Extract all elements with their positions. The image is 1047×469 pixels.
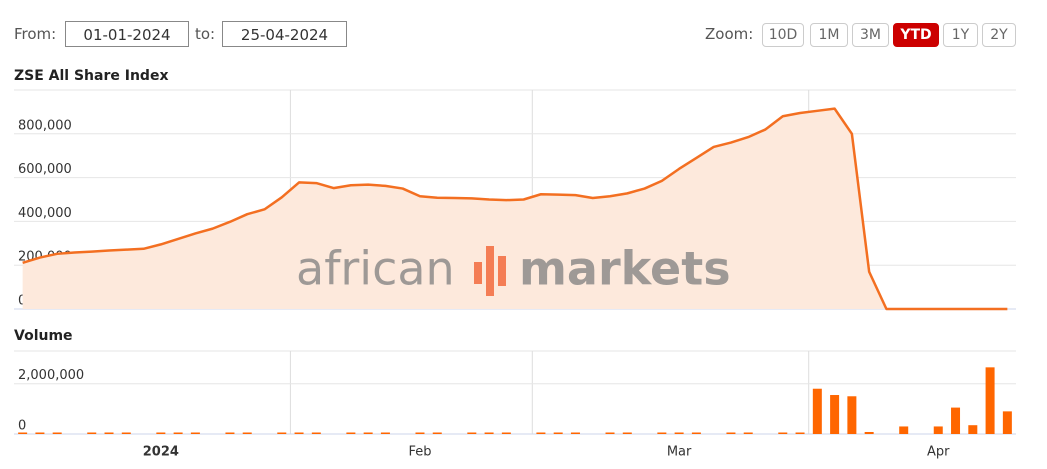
- bar: [121, 432, 131, 434]
- zoom-button[interactable]: 10D: [762, 23, 804, 47]
- y-tick-label: 0: [18, 419, 26, 434]
- x-tick-label: Feb: [408, 445, 431, 460]
- bar: [35, 432, 45, 434]
- bar: [87, 432, 97, 434]
- bar: [467, 432, 477, 434]
- y-tick-label: 800,000: [18, 118, 72, 133]
- bar: [674, 432, 684, 434]
- area-fill: [22, 108, 1008, 310]
- bar: [18, 432, 28, 434]
- bar: [363, 432, 373, 434]
- x-tick-label: Apr: [927, 445, 950, 460]
- chart-title: ZSE All Share Index: [14, 68, 168, 84]
- bar: [570, 432, 580, 434]
- bar: [968, 425, 978, 434]
- y-tick-label: 2,000,000: [18, 368, 84, 383]
- bar: [242, 432, 252, 434]
- watermark: african markets: [296, 242, 731, 296]
- bar: [311, 432, 321, 434]
- bar: [536, 432, 546, 434]
- watermark-text: markets: [519, 242, 731, 296]
- zoom-button[interactable]: 1Y: [943, 23, 978, 47]
- watermark-icon: [498, 256, 506, 286]
- bar: [622, 432, 632, 434]
- to-label: to:: [195, 25, 216, 43]
- chart-title: Volume: [14, 328, 73, 344]
- bar: [795, 432, 805, 434]
- zoom-button[interactable]: 1M: [810, 23, 848, 47]
- watermark-icon: [474, 262, 482, 284]
- x-tick-label: Mar: [667, 445, 692, 460]
- x-tick-label: 2024: [143, 445, 179, 460]
- line: [22, 107, 1008, 311]
- bar: [501, 432, 511, 434]
- bar: [657, 432, 667, 434]
- bar: [951, 407, 961, 434]
- y-tick-label: 400,000: [18, 206, 72, 221]
- bar: [553, 432, 563, 434]
- bar: [985, 367, 995, 434]
- bar: [830, 395, 840, 434]
- bar: [432, 432, 442, 434]
- bar: [225, 432, 235, 434]
- bar: [380, 432, 390, 434]
- bar: [190, 432, 200, 434]
- bar: [726, 432, 736, 434]
- bar: [52, 432, 62, 434]
- bar: [778, 432, 788, 434]
- to-input[interactable]: 25-04-2024: [222, 21, 347, 47]
- y-tick-label: 600,000: [18, 162, 72, 177]
- bar: [864, 431, 874, 434]
- watermark-text: african: [296, 242, 455, 296]
- bar: [743, 432, 753, 434]
- from-label: From:: [14, 25, 57, 43]
- zoom-button[interactable]: 3M: [852, 23, 889, 47]
- bar: [156, 432, 166, 434]
- bar: [847, 396, 857, 434]
- bar: [812, 388, 822, 434]
- bar: [415, 432, 425, 434]
- y-tick-label: 0: [18, 294, 26, 309]
- watermark-icon: [486, 246, 494, 296]
- bar: [346, 432, 356, 434]
- bar: [104, 432, 114, 434]
- bar: [484, 432, 494, 434]
- zoom-button[interactable]: YTD: [893, 23, 939, 47]
- from-input[interactable]: 01-01-2024: [65, 21, 189, 47]
- zoom-button[interactable]: 2Y: [982, 23, 1016, 47]
- bar: [294, 432, 304, 434]
- bar: [605, 432, 615, 434]
- bar: [933, 426, 943, 434]
- zoom-label: Zoom:: [705, 25, 754, 43]
- bar: [691, 432, 701, 434]
- bar: [1002, 411, 1012, 434]
- bar: [899, 426, 909, 434]
- bar: [173, 432, 183, 434]
- bar: [277, 432, 287, 434]
